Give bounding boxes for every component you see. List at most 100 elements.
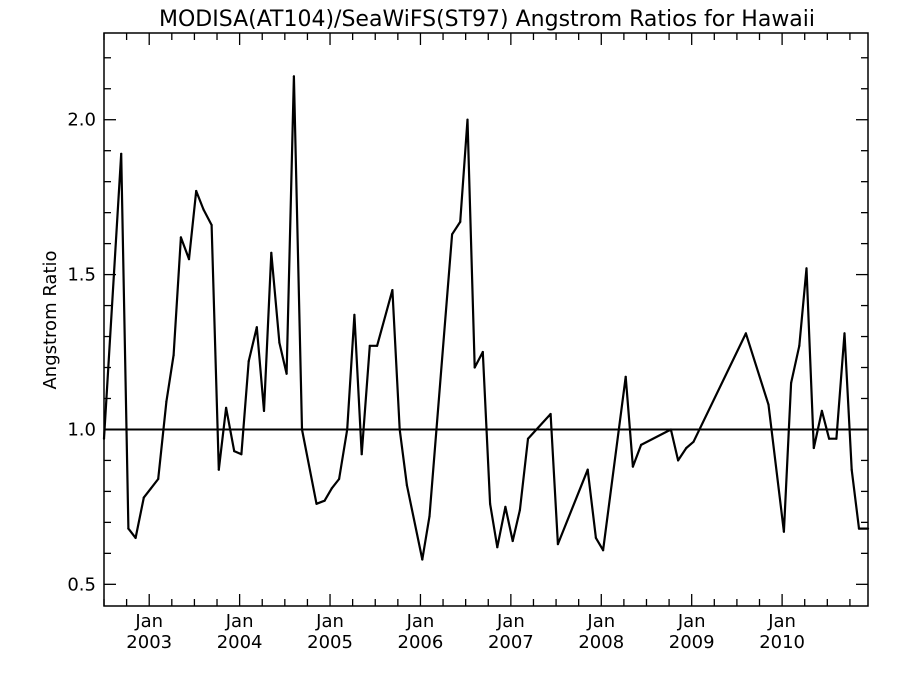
data-point [850, 468, 853, 471]
x-tick-month-label: Jan [134, 611, 163, 632]
data-point [353, 313, 356, 316]
data-point [202, 208, 205, 211]
data-point [640, 443, 643, 446]
data-point [127, 527, 130, 530]
data-point [346, 428, 349, 431]
data-point [820, 409, 824, 412]
x-tick-month-label: Jan [677, 611, 706, 632]
data-point [489, 502, 492, 505]
data-point [496, 546, 499, 549]
plot-frame [103, 32, 869, 607]
data-point [165, 400, 168, 403]
data-point [857, 527, 861, 530]
data-point [526, 437, 530, 440]
data-point [278, 341, 281, 344]
data-point [594, 536, 598, 540]
data-point [225, 406, 228, 409]
data-point [187, 258, 191, 261]
data-point [270, 251, 273, 254]
x-tick-year-label: 2009 [669, 632, 715, 653]
x-tick-year-label: 2004 [217, 632, 263, 653]
data-point [285, 372, 288, 375]
data-point [179, 236, 182, 239]
data-point [692, 440, 695, 443]
data-point [767, 403, 770, 406]
x-tick-labels: Jan2003Jan2004Jan2005Jan2006Jan2007Jan20… [126, 611, 805, 653]
data-point [473, 366, 476, 369]
data-point [504, 505, 507, 508]
data-point [556, 543, 560, 546]
data-point [398, 428, 401, 431]
data-point [120, 152, 123, 155]
data-point [481, 350, 484, 354]
data-point [459, 220, 462, 223]
data-point [376, 344, 379, 347]
data-point [323, 499, 326, 502]
series-line [102, 75, 868, 561]
data-point [210, 223, 213, 227]
x-tick-year-label: 2010 [759, 632, 805, 653]
data-point [405, 484, 408, 487]
x-tick-month-label: Jan [767, 611, 796, 632]
data-point [466, 118, 469, 121]
data-point [247, 360, 250, 363]
data-point [602, 549, 605, 552]
y-tick-labels: 0.5 1.0 1.5 2.0 [67, 110, 96, 596]
data-point [685, 446, 688, 450]
data-point [142, 496, 145, 499]
x-tick-year-label: 2003 [126, 632, 172, 653]
data-point [391, 289, 394, 292]
x-tick-year-label: 2005 [307, 632, 353, 653]
data-point [255, 326, 258, 329]
x-tick-month-label: Jan [225, 611, 254, 632]
data-point [134, 536, 137, 540]
data-point [262, 409, 266, 412]
data-point [805, 267, 808, 270]
data-point [300, 428, 304, 431]
x-tick-month-label: Jan [586, 611, 615, 632]
y-axis-label: Angstrom Ratio [40, 250, 61, 389]
data-point [511, 539, 514, 543]
data-point [451, 233, 454, 236]
data-point [360, 453, 363, 456]
data-point [669, 428, 673, 431]
x-tick-month-label: Jan [496, 611, 525, 632]
x-tick-year-label: 2006 [398, 632, 444, 653]
data-point [835, 437, 838, 440]
data-point [292, 75, 295, 78]
data-point [782, 530, 786, 533]
data-point [368, 344, 371, 347]
axis-ticks [103, 33, 868, 606]
data-point [624, 375, 627, 378]
data-point [518, 508, 522, 512]
data-point [812, 446, 815, 450]
data-point [157, 477, 160, 481]
data-point [195, 189, 198, 193]
data-point [421, 558, 424, 561]
data-point [744, 332, 748, 335]
data-point [631, 465, 635, 468]
data-point [217, 468, 220, 471]
data-point [240, 453, 243, 456]
data-point [677, 459, 680, 462]
x-tick-year-label: 2007 [488, 632, 534, 653]
data-point [828, 437, 831, 440]
data-point [172, 354, 175, 357]
data-point [843, 332, 846, 335]
x-tick-month-label: Jan [406, 611, 435, 632]
data-point [338, 477, 341, 481]
y-tick-label: 1.0 [67, 419, 96, 440]
y-tick-label: 2.0 [67, 110, 96, 131]
data-point [798, 344, 801, 347]
chart-title: MODISA(AT104)/SeaWiFS(ST97) Angstrom Rat… [159, 7, 815, 32]
series-group [102, 75, 870, 561]
data-point [428, 515, 431, 518]
data-point [586, 468, 589, 471]
x-tick-month-label: Jan [315, 611, 344, 632]
data-point [549, 412, 552, 416]
x-tick-year-label: 2008 [578, 632, 624, 653]
data-point [330, 487, 333, 490]
data-point [315, 502, 318, 505]
y-tick-label: 0.5 [67, 574, 96, 595]
